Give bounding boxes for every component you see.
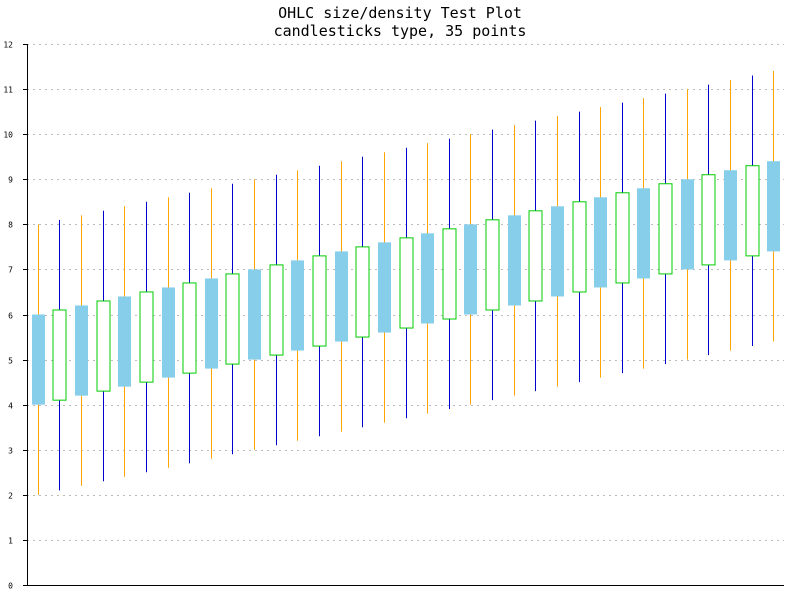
candle-body-down: [594, 197, 607, 288]
candle-body-down: [162, 287, 175, 378]
candle-body-down: [681, 179, 694, 270]
y-tick-label: 7: [8, 266, 13, 275]
candle-body-up: [312, 255, 327, 347]
y-tick-label: 4: [8, 402, 13, 411]
candle-body-down: [32, 314, 45, 405]
y-tick-label: 6: [8, 312, 13, 321]
candle-body-up: [269, 264, 284, 356]
candle-body-up: [182, 282, 197, 374]
y-tick-label: 8: [8, 221, 13, 230]
candle-body-up: [96, 300, 111, 392]
candle-body-down: [75, 305, 88, 396]
candle-body-up: [615, 192, 630, 284]
candle-body-down: [421, 233, 434, 324]
y-tick-label: 1: [8, 537, 13, 546]
candle-body-up: [528, 210, 543, 302]
y-tick-label: 11: [3, 86, 13, 95]
y-tick-label: 0: [8, 582, 13, 591]
candle-body-down: [378, 242, 391, 333]
candle-body-down: [335, 251, 348, 342]
candle-body-up: [485, 219, 500, 311]
candle-body-down: [291, 260, 304, 351]
candle-body-up: [139, 291, 154, 383]
candle-body-up: [745, 165, 760, 257]
candle-body-up: [442, 228, 457, 320]
candle-body-up: [355, 246, 370, 338]
y-tick-label: 5: [8, 357, 13, 366]
candle-body-down: [724, 170, 737, 261]
candle-bodies: [32, 161, 780, 405]
candle-body-up: [572, 201, 587, 293]
y-tick-label: 12: [3, 41, 13, 50]
candle-body-up: [701, 174, 716, 266]
chart-subtitle: candlesticks type, 35 points: [273, 22, 527, 40]
candle-body-down: [118, 296, 131, 387]
y-tick-label: 2: [8, 492, 13, 501]
candle-body-down: [205, 278, 218, 369]
y-tick-label: 10: [3, 131, 13, 140]
y-tick-label: 3: [8, 447, 13, 456]
candle-body-down: [508, 215, 521, 306]
candle-body-up: [52, 309, 67, 401]
candle-body-down: [637, 188, 650, 279]
candle-body-down: [248, 269, 261, 360]
candle-body-up: [225, 273, 240, 365]
y-tick-label: 9: [8, 176, 13, 185]
candle-body-up: [399, 237, 414, 329]
candle-body-up: [658, 183, 673, 275]
chart-title: OHLC size/density Test Plot: [278, 4, 522, 22]
candle-body-down: [464, 224, 477, 315]
grid-lines: [27, 44, 784, 541]
axes: [27, 44, 784, 586]
candle-body-down: [551, 206, 564, 297]
candle-body-down: [767, 161, 780, 252]
